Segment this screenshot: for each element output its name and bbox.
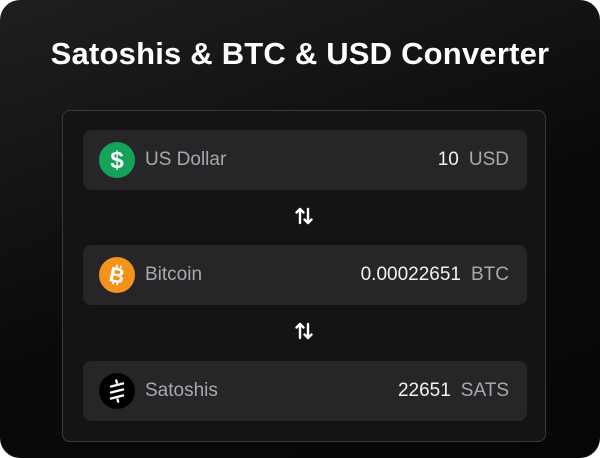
usd-label: US Dollar: [145, 149, 227, 170]
sats-label: Satoshis: [145, 380, 218, 401]
usd-unit: USD: [468, 149, 509, 170]
page-title: Satoshis & BTC & USD Converter: [50, 36, 550, 71]
svg-text:$: $: [110, 147, 124, 174]
swap-vertical-icon[interactable]: [294, 205, 314, 227]
satoshi-icon: [99, 373, 135, 409]
sats-row[interactable]: Satoshis 22651 SATS: [83, 361, 527, 421]
swap-vertical-icon[interactable]: [294, 320, 314, 342]
bitcoin-icon: B: [99, 257, 135, 293]
usd-row[interactable]: $ US Dollar 10 USD: [83, 130, 527, 190]
btc-amount-input[interactable]: 0.00022651: [360, 264, 461, 285]
sats-amount-input[interactable]: 22651: [397, 380, 451, 401]
usd-amount-input[interactable]: 10: [437, 149, 459, 170]
btc-row[interactable]: B Bitcoin 0.00022651 BTC: [83, 245, 527, 305]
btc-unit: BTC: [471, 264, 509, 285]
sats-unit: SATS: [460, 380, 509, 401]
dollar-icon: $: [99, 142, 135, 178]
svg-text:B: B: [107, 263, 127, 289]
converter-panel: $ US Dollar 10 USD B: [62, 110, 546, 442]
btc-label: Bitcoin: [145, 264, 203, 285]
